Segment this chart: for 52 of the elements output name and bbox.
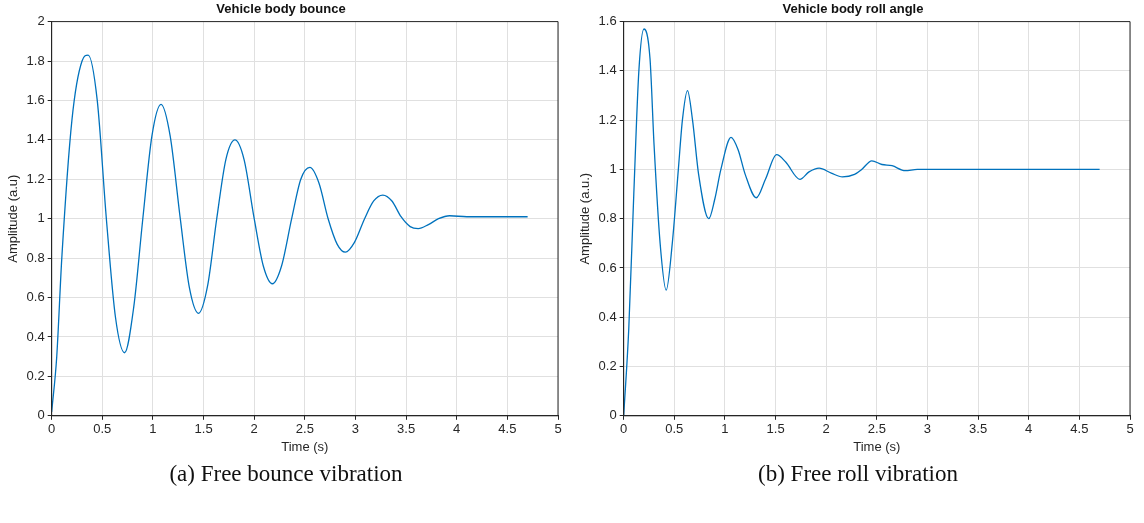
x-tick-label: 5 xyxy=(554,421,562,437)
y-axis-title: Amplitude (a.u) xyxy=(5,174,21,263)
y-axis-title: Amplitude (a.u.) xyxy=(577,172,593,265)
x-tick-label: 1 xyxy=(721,421,729,437)
x-tick-label: 4 xyxy=(1025,421,1033,437)
y-tick-label: 0.4 xyxy=(26,328,45,344)
x-tick-label: 2.5 xyxy=(295,421,314,437)
y-tick-label: 0.2 xyxy=(26,367,45,383)
line-series xyxy=(623,28,1101,416)
x-tick-label: 3 xyxy=(923,421,932,437)
x-tick-label: 0.5 xyxy=(93,421,112,437)
x-tick-label: 1.5 xyxy=(194,421,213,437)
x-tick-label: 5 xyxy=(1126,421,1134,437)
x-tick-label: 0.5 xyxy=(665,421,684,437)
chart-title: Vehicle body roll angle xyxy=(782,1,924,17)
x-tick-label: 4 xyxy=(453,421,461,437)
y-tick-label: 0.8 xyxy=(26,249,45,265)
y-tick-label: 0.4 xyxy=(598,308,617,324)
x-axis-title: Time (s) xyxy=(853,438,901,454)
chart-title: Vehicle body bounce xyxy=(216,1,346,17)
y-tick-label: 0.8 xyxy=(598,210,617,226)
y-tick-label: 1.6 xyxy=(26,92,45,108)
y-tick-label: 1 xyxy=(37,210,45,226)
y-tick-label: 0.6 xyxy=(26,289,45,305)
text: (a) Free bounce vibration xyxy=(168,461,404,487)
text: (b) Free roll vibration xyxy=(757,461,959,487)
y-tick-label: 0.6 xyxy=(598,259,617,275)
y-tick-label: 1.2 xyxy=(598,111,617,127)
y-tick-label: 0.2 xyxy=(598,358,617,374)
y-tick-label: 0 xyxy=(609,407,617,423)
y-tick-label: 1.8 xyxy=(26,52,45,68)
y-tick-label: 1.6 xyxy=(598,13,617,29)
y-tick-label: 1.4 xyxy=(26,131,45,147)
x-tick-label: 2.5 xyxy=(867,421,886,437)
y-tick-label: 2 xyxy=(37,13,45,29)
x-tick-label: 1 xyxy=(149,421,157,437)
x-axis-title: Time (s) xyxy=(281,438,329,454)
x-tick-label: 1.5 xyxy=(766,421,785,437)
x-tick-label: 4.5 xyxy=(498,421,517,437)
y-tick-label: 0 xyxy=(37,407,45,423)
x-tick-label: 4.5 xyxy=(1070,421,1089,437)
x-tick-label: 3.5 xyxy=(397,421,416,437)
line-series xyxy=(51,54,529,413)
x-tick-label: 2 xyxy=(822,421,830,437)
x-tick-label: 3.5 xyxy=(969,421,988,437)
x-tick-label: 0 xyxy=(620,421,628,437)
x-tick-label: 2 xyxy=(250,421,258,437)
y-tick-label: 1.2 xyxy=(26,170,45,186)
x-tick-label: 3 xyxy=(351,421,360,437)
x-tick-label: 0 xyxy=(48,421,56,437)
y-tick-label: 1.4 xyxy=(598,62,617,78)
y-tick-label: 1 xyxy=(609,161,617,176)
